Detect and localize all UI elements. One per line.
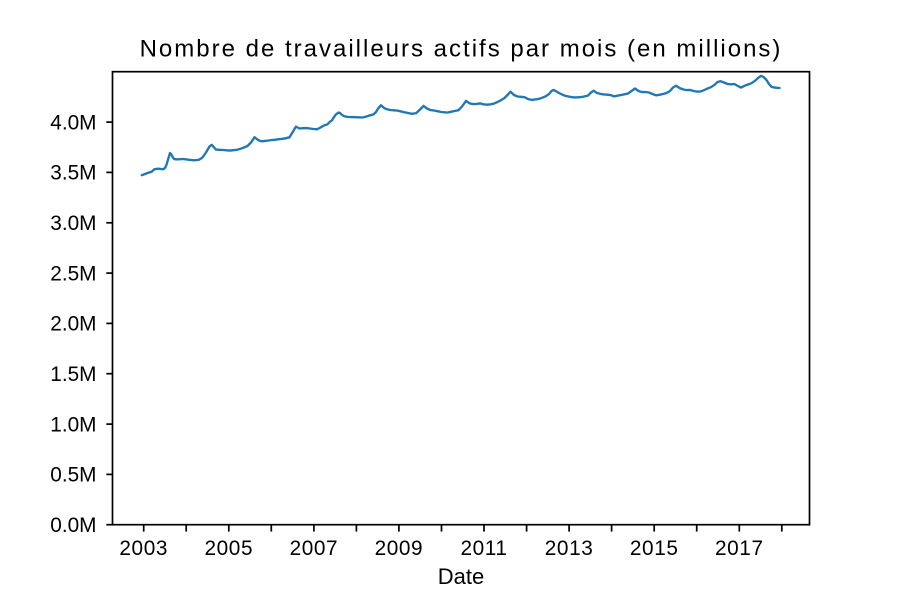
svg-text:3.5M: 3.5M [50,162,96,185]
svg-text:2017: 2017 [715,537,764,560]
svg-text:2.0M: 2.0M [50,313,96,336]
svg-text:Nombre de travailleurs actifs: Nombre de travailleurs actifs par mois (… [140,35,783,62]
svg-text:3.0M: 3.0M [50,212,96,235]
svg-text:Date: Date [438,564,484,589]
svg-text:2005: 2005 [204,537,253,560]
svg-text:0.0M: 0.0M [50,514,96,537]
svg-text:2007: 2007 [290,537,339,560]
svg-text:2015: 2015 [630,537,679,560]
svg-text:4.0M: 4.0M [50,111,96,134]
svg-text:2.5M: 2.5M [50,262,96,285]
svg-text:2009: 2009 [375,537,424,560]
svg-text:1.0M: 1.0M [50,413,96,436]
svg-text:2003: 2003 [119,537,168,560]
svg-text:0.5M: 0.5M [50,464,96,487]
svg-text:2013: 2013 [545,537,594,560]
svg-text:2011: 2011 [460,537,507,560]
svg-text:1.5M: 1.5M [50,363,96,386]
